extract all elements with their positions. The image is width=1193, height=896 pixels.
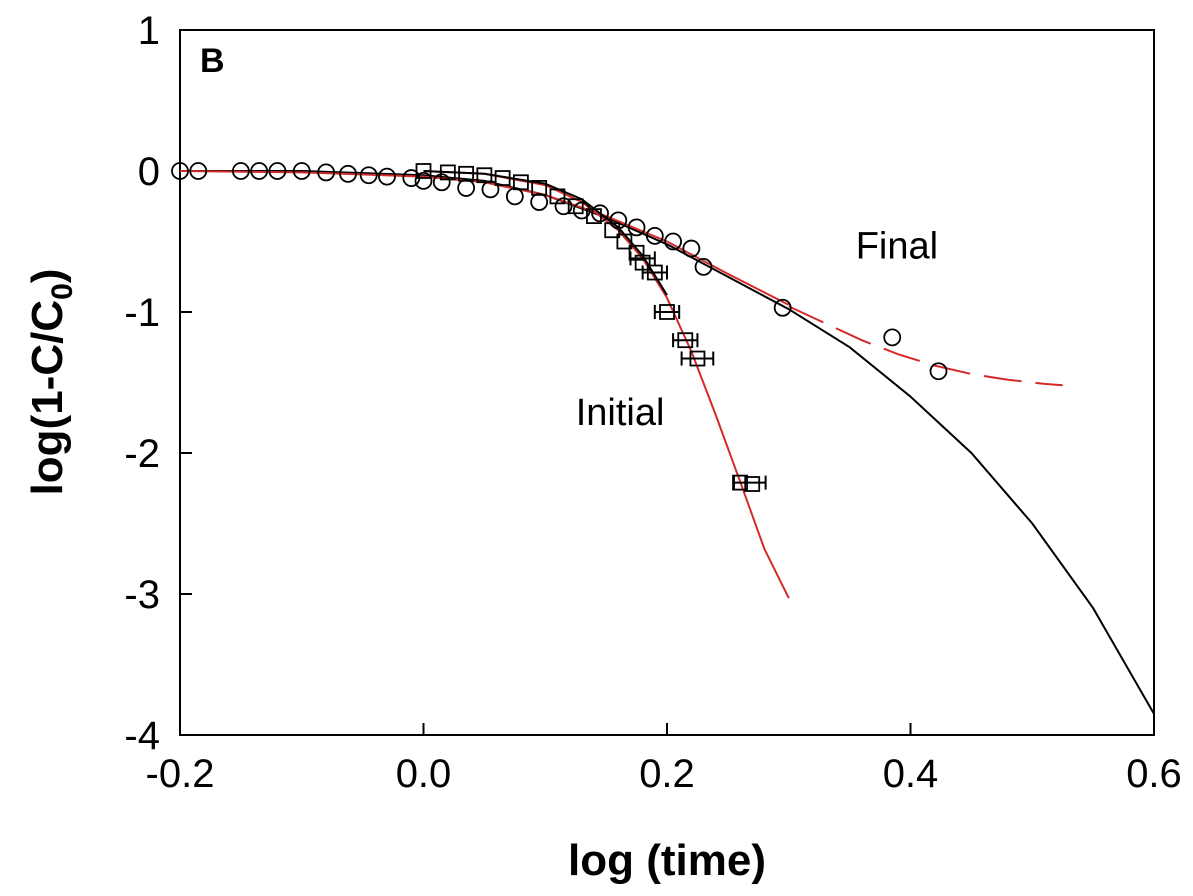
data-point-circle (414, 171, 433, 190)
data-point-square (616, 233, 633, 250)
data-point-circle (359, 166, 378, 185)
y-tick-label: -4 (124, 714, 160, 758)
data-point-square (646, 264, 663, 281)
data-point-square (494, 170, 511, 186)
data-point-circle (457, 179, 476, 197)
data-point-circle (292, 162, 311, 180)
data-point-circle (231, 162, 250, 180)
plot-frame (179, 29, 1155, 736)
data-point-circle (250, 162, 269, 180)
annotations: Final Initial (576, 225, 938, 433)
y-tick-label: 1 (138, 9, 160, 53)
data-point-circle (664, 232, 682, 251)
fit-line (788, 305, 1063, 387)
data-point-square (513, 174, 529, 191)
data-point-square (677, 332, 694, 349)
data-point-circle (268, 162, 287, 180)
y-axis-title-main: log(1-C/C (23, 300, 72, 496)
data-markers (171, 162, 948, 492)
data-point-square (567, 198, 584, 215)
data-point-circle (378, 167, 396, 186)
data-point-square (732, 474, 748, 491)
y-axis-title-sub: 0 (46, 283, 79, 300)
data-point-circle (929, 362, 948, 381)
data-point-square (439, 164, 456, 181)
data-point-circle (171, 162, 189, 180)
data-point-square (659, 304, 675, 320)
data-point-square (744, 476, 761, 492)
data-point-square (634, 254, 651, 271)
data-point-circle (572, 201, 591, 220)
y-tick-label: -2 (124, 432, 160, 476)
annotation-label: Final (856, 225, 938, 267)
data-point-square (586, 208, 602, 225)
data-point-circle (645, 226, 664, 245)
data-point-square (415, 163, 432, 179)
data-point-circle (883, 328, 902, 347)
y-axis-title: log(1-C/C0) (23, 269, 79, 496)
data-point-square (458, 165, 475, 182)
x-axis-title: log (time) (568, 836, 766, 885)
data-point-circle (432, 173, 451, 192)
y-tick-label: -3 (124, 573, 160, 617)
panel-label: B (200, 42, 225, 80)
annotation-label: Initial (576, 392, 665, 434)
data-point-square (531, 180, 548, 196)
data-point-circle (627, 218, 646, 237)
x-tick-label: -0.2 (146, 752, 215, 796)
data-point-circle (530, 193, 549, 211)
y-axis-title-close: ) (23, 269, 72, 284)
data-point-square (628, 244, 645, 261)
fit-lines (179, 170, 1155, 715)
data-point-square (549, 188, 566, 205)
data-point-circle (505, 187, 524, 206)
data-point-square (476, 167, 493, 184)
data-point-circle (609, 211, 628, 230)
data-point-circle (773, 298, 792, 317)
y-tick-labels: 1 0 -1 -2 -3 -4 (124, 9, 160, 758)
data-point-circle (317, 163, 336, 182)
fit-line (180, 170, 1155, 715)
data-point-circle (189, 162, 208, 180)
error-bars (629, 251, 767, 490)
data-point-square (604, 222, 621, 239)
data-point-circle (339, 164, 357, 183)
data-point-circle (591, 204, 609, 223)
fit-line (179, 170, 790, 306)
y-tick-label: 0 (138, 150, 160, 194)
x-tick-label: 0.0 (396, 752, 452, 796)
x-tick-label: 0.2 (639, 752, 695, 796)
fit-line (423, 170, 790, 599)
data-point-circle (682, 239, 701, 258)
y-tick-label: -1 (124, 291, 160, 335)
data-point-square (689, 350, 706, 367)
data-point-circle (694, 257, 713, 276)
x-tick-label: 0.4 (883, 752, 939, 796)
x-tick-labels: -0.2 0.0 0.2 0.4 0.6 (146, 752, 1182, 796)
data-point-circle (554, 197, 573, 216)
tick-marks (179, 29, 1155, 736)
x-tick-label: 0.6 (1126, 752, 1182, 796)
